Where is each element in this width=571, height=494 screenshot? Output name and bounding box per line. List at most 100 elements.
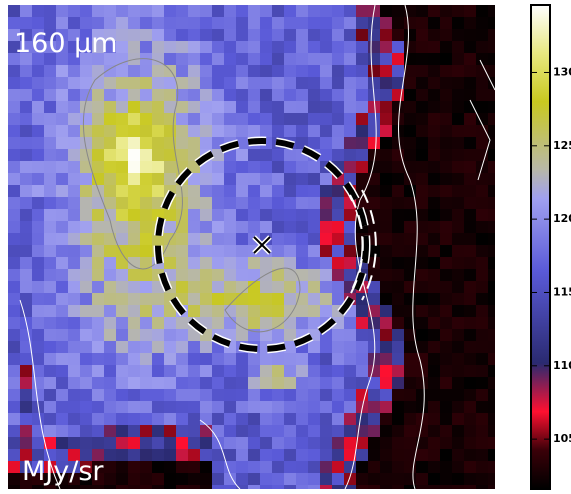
pixel bbox=[56, 65, 68, 77]
contour bbox=[224, 267, 301, 333]
pixel bbox=[116, 317, 128, 329]
pixel bbox=[224, 461, 236, 473]
pixel bbox=[476, 341, 488, 353]
pixel bbox=[272, 425, 284, 437]
pixel bbox=[452, 257, 464, 269]
pixel bbox=[308, 41, 320, 53]
contours bbox=[19, 5, 495, 489]
pixel bbox=[272, 161, 284, 173]
pixel bbox=[8, 245, 20, 257]
pixel bbox=[440, 209, 452, 221]
pixel bbox=[344, 41, 356, 53]
pixel bbox=[164, 65, 176, 77]
pixel bbox=[188, 461, 200, 473]
pixel bbox=[44, 425, 56, 437]
pixel bbox=[32, 461, 44, 473]
pixel bbox=[320, 461, 332, 473]
pixel bbox=[188, 377, 200, 389]
pixel bbox=[392, 113, 404, 125]
pixel bbox=[488, 89, 495, 101]
pixel bbox=[8, 41, 20, 53]
pixel bbox=[284, 449, 296, 461]
pixel bbox=[356, 485, 368, 489]
pixel bbox=[236, 257, 248, 269]
pixel bbox=[8, 185, 20, 197]
pixel bbox=[92, 425, 104, 437]
pixel bbox=[260, 437, 272, 449]
pixel bbox=[284, 221, 296, 233]
pixel bbox=[296, 473, 308, 485]
pixel bbox=[476, 137, 488, 149]
pixel bbox=[152, 461, 164, 473]
pixel bbox=[128, 77, 140, 89]
pixel bbox=[56, 197, 68, 209]
pixel bbox=[188, 5, 200, 17]
pixel bbox=[128, 389, 140, 401]
pixel bbox=[260, 317, 272, 329]
pixel bbox=[272, 209, 284, 221]
pixel bbox=[248, 65, 260, 77]
pixel bbox=[260, 161, 272, 173]
pixel bbox=[380, 305, 392, 317]
pixel bbox=[284, 293, 296, 305]
pixel bbox=[272, 365, 284, 377]
pixel bbox=[248, 149, 260, 161]
pixel bbox=[188, 209, 200, 221]
pixel bbox=[32, 53, 44, 65]
pixel bbox=[104, 77, 116, 89]
pixel bbox=[428, 5, 440, 17]
pixel bbox=[80, 473, 92, 485]
pixel bbox=[404, 413, 416, 425]
pixel bbox=[44, 137, 56, 149]
pixel bbox=[284, 389, 296, 401]
pixel bbox=[428, 473, 440, 485]
pixel bbox=[224, 281, 236, 293]
pixel bbox=[380, 125, 392, 137]
pixel bbox=[416, 353, 428, 365]
pixel bbox=[128, 365, 140, 377]
pixel bbox=[260, 365, 272, 377]
pixel bbox=[8, 269, 20, 281]
pixel bbox=[176, 65, 188, 77]
pixel bbox=[440, 233, 452, 245]
pixel bbox=[404, 353, 416, 365]
pixel bbox=[452, 233, 464, 245]
pixel bbox=[476, 125, 488, 137]
pixel bbox=[284, 125, 296, 137]
pixel bbox=[68, 329, 80, 341]
pixel bbox=[308, 341, 320, 353]
pixel bbox=[464, 173, 476, 185]
pixel bbox=[200, 425, 212, 437]
pixel bbox=[476, 365, 488, 377]
pixel bbox=[56, 401, 68, 413]
pixel bbox=[344, 365, 356, 377]
pixel bbox=[416, 149, 428, 161]
pixel bbox=[344, 113, 356, 125]
pixel bbox=[188, 149, 200, 161]
pixel bbox=[32, 365, 44, 377]
pixel bbox=[380, 185, 392, 197]
pixel bbox=[488, 137, 495, 149]
pixel bbox=[296, 41, 308, 53]
pixel bbox=[356, 377, 368, 389]
pixel bbox=[200, 41, 212, 53]
pixel bbox=[464, 221, 476, 233]
pixel bbox=[488, 329, 495, 341]
pixel bbox=[176, 137, 188, 149]
pixel bbox=[116, 161, 128, 173]
pixel bbox=[452, 413, 464, 425]
pixel bbox=[224, 353, 236, 365]
pixel bbox=[368, 293, 380, 305]
pixel bbox=[260, 17, 272, 29]
pixel bbox=[440, 65, 452, 77]
pixel bbox=[56, 473, 68, 485]
pixel bbox=[176, 449, 188, 461]
pixel bbox=[104, 293, 116, 305]
pixel bbox=[8, 53, 20, 65]
pixel bbox=[80, 305, 92, 317]
pixel bbox=[464, 137, 476, 149]
pixel bbox=[92, 53, 104, 65]
pixel bbox=[236, 65, 248, 77]
pixel bbox=[188, 449, 200, 461]
pixel bbox=[200, 293, 212, 305]
